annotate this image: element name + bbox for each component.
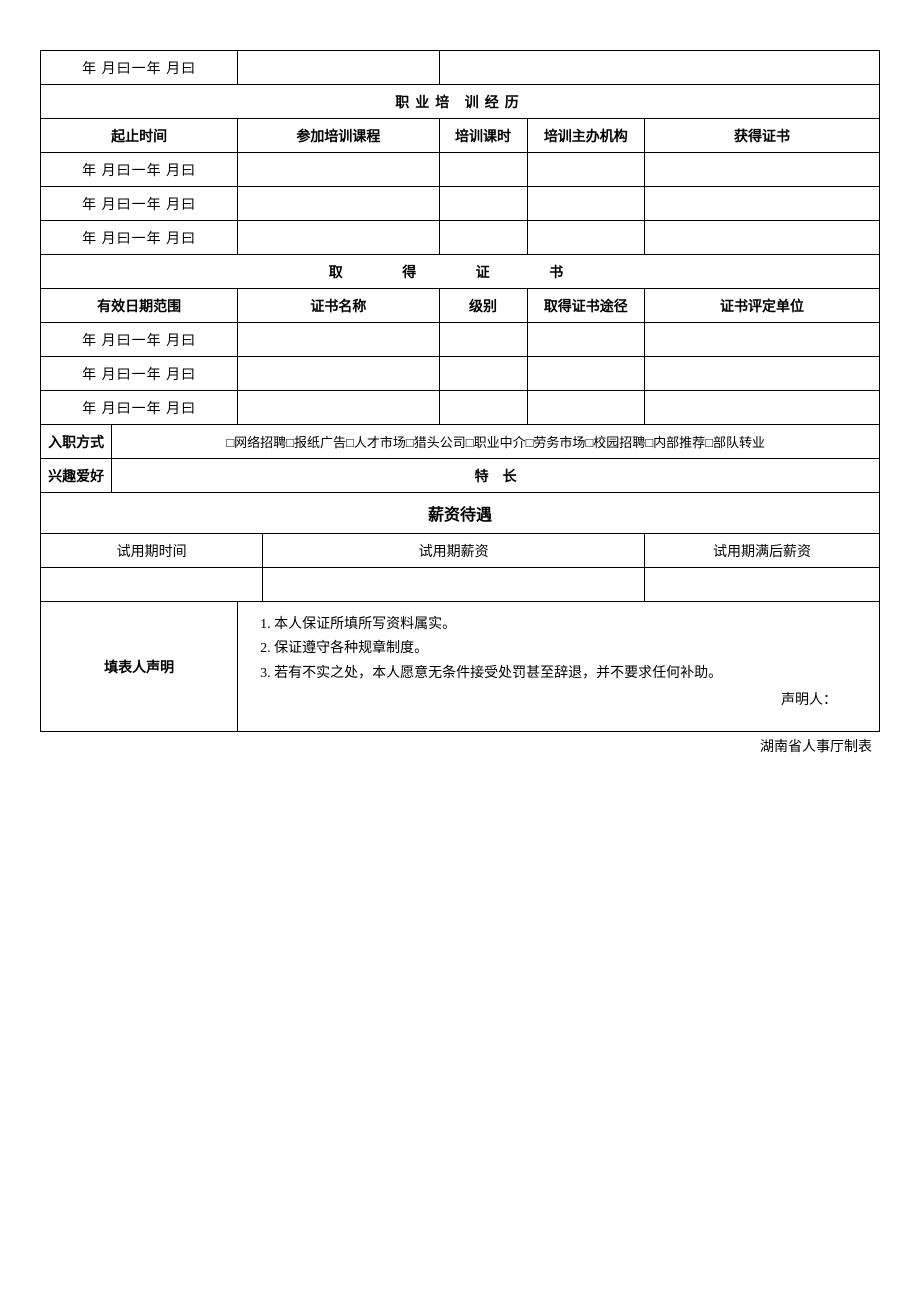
top-date-row: 年 月曰一年 月曰 xyxy=(41,51,880,85)
training-header-hours: 培训课时 xyxy=(439,119,527,153)
cert-level[interactable] xyxy=(439,357,527,391)
certificates-section-title: 取 得 证 书 xyxy=(41,255,880,289)
training-section-title: 职业培 训经历 xyxy=(41,85,880,119)
salary-after-salary[interactable] xyxy=(645,568,880,602)
training-date: 年 月曰一年 月曰 xyxy=(41,187,238,221)
training-row: 年 月曰一年 月曰 xyxy=(41,153,880,187)
cert-row: 年 月曰一年 月曰 xyxy=(41,391,880,425)
salary-probation-salary[interactable] xyxy=(263,568,645,602)
cert-route[interactable] xyxy=(527,323,644,357)
cert-assessor[interactable] xyxy=(645,391,880,425)
salary-header-after-salary: 试用期满后薪资 xyxy=(645,534,880,568)
declaration-label: 填表人声明 xyxy=(41,602,238,732)
training-cert[interactable] xyxy=(645,221,880,255)
cert-date: 年 月曰一年 月曰 xyxy=(41,323,238,357)
training-headers-row: 起止时间 参加培训课程 培训课时 培训主办机构 获得证书 xyxy=(41,119,880,153)
training-course[interactable] xyxy=(238,187,439,221)
cert-header-level: 级别 xyxy=(439,289,527,323)
hobby-center-label: 特 长 xyxy=(112,459,880,493)
top-empty-1 xyxy=(238,51,439,85)
training-hours[interactable] xyxy=(439,153,527,187)
cert-header-range: 有效日期范围 xyxy=(41,289,238,323)
cert-level[interactable] xyxy=(439,391,527,425)
entry-options[interactable]: □网络招聘□报纸广告□人才市场□猎头公司□职业中介□劳务市场□校园招聘□内部推荐… xyxy=(112,425,880,459)
training-cert[interactable] xyxy=(645,187,880,221)
salary-header-probation-salary: 试用期薪资 xyxy=(263,534,645,568)
salary-headers-row: 试用期时间 试用期薪资 试用期满后薪资 xyxy=(41,534,880,568)
form-table: 年 月曰一年 月曰 职业培 训经历 起止时间 参加培训课程 培训课时 培训主办机… xyxy=(40,50,880,732)
declaration-signer: 声明人： xyxy=(250,689,867,709)
salary-section-title: 薪资待遇 xyxy=(41,493,880,534)
training-row: 年 月曰一年 月曰 xyxy=(41,187,880,221)
cert-level[interactable] xyxy=(439,323,527,357)
entry-label: 入职方式 xyxy=(41,425,112,459)
top-date-cell: 年 月曰一年 月曰 xyxy=(41,51,238,85)
cert-assessor[interactable] xyxy=(645,357,880,391)
cert-route[interactable] xyxy=(527,391,644,425)
declaration-list: 本人保证所填所写资料属实。 保证遵守各种规章制度。 若有不实之处，本人愿意无条件… xyxy=(250,614,867,685)
training-section-header-row: 职业培 训经历 xyxy=(41,85,880,119)
training-header-cert: 获得证书 xyxy=(645,119,880,153)
training-hours[interactable] xyxy=(439,187,527,221)
training-hours[interactable] xyxy=(439,221,527,255)
cert-header-name: 证书名称 xyxy=(238,289,439,323)
cert-header-route: 取得证书途径 xyxy=(527,289,644,323)
declaration-row: 填表人声明 本人保证所填所写资料属实。 保证遵守各种规章制度。 若有不实之处，本… xyxy=(41,602,880,732)
cert-header-assessor: 证书评定单位 xyxy=(645,289,880,323)
training-course[interactable] xyxy=(238,221,439,255)
cert-date: 年 月曰一年 月曰 xyxy=(41,357,238,391)
training-header-course: 参加培训课程 xyxy=(238,119,439,153)
hobby-row: 兴趣爱好 特 长 xyxy=(41,459,880,493)
entry-row: 入职方式 □网络招聘□报纸广告□人才市场□猎头公司□职业中介□劳务市场□校园招聘… xyxy=(41,425,880,459)
salary-values-row xyxy=(41,568,880,602)
training-date: 年 月曰一年 月曰 xyxy=(41,153,238,187)
top-empty-2 xyxy=(439,51,880,85)
salary-section-header-row: 薪资待遇 xyxy=(41,493,880,534)
footer-note: 湖南省人事厅制表 xyxy=(40,732,880,760)
cert-date: 年 月曰一年 月曰 xyxy=(41,391,238,425)
training-row: 年 月曰一年 月曰 xyxy=(41,221,880,255)
salary-probation-time[interactable] xyxy=(41,568,263,602)
declaration-item: 若有不实之处，本人愿意无条件接受处罚甚至辞退，并不要求任何补助。 xyxy=(274,663,867,685)
training-org[interactable] xyxy=(527,221,644,255)
training-course[interactable] xyxy=(238,153,439,187)
cert-name[interactable] xyxy=(238,357,439,391)
declaration-item: 本人保证所填所写资料属实。 xyxy=(274,614,867,636)
hobby-label: 兴趣爱好 xyxy=(41,459,112,493)
training-header-org: 培训主办机构 xyxy=(527,119,644,153)
training-date: 年 月曰一年 月曰 xyxy=(41,221,238,255)
cert-name[interactable] xyxy=(238,391,439,425)
cert-assessor[interactable] xyxy=(645,323,880,357)
cert-row: 年 月曰一年 月曰 xyxy=(41,323,880,357)
declaration-content: 本人保证所填所写资料属实。 保证遵守各种规章制度。 若有不实之处，本人愿意无条件… xyxy=(238,602,880,732)
training-org[interactable] xyxy=(527,187,644,221)
cert-row: 年 月曰一年 月曰 xyxy=(41,357,880,391)
salary-header-probation-time: 试用期时间 xyxy=(41,534,263,568)
training-org[interactable] xyxy=(527,153,644,187)
training-header-time: 起止时间 xyxy=(41,119,238,153)
cert-name[interactable] xyxy=(238,323,439,357)
declaration-item: 保证遵守各种规章制度。 xyxy=(274,638,867,660)
training-cert[interactable] xyxy=(645,153,880,187)
cert-route[interactable] xyxy=(527,357,644,391)
certificates-headers-row: 有效日期范围 证书名称 级别 取得证书途径 证书评定单位 xyxy=(41,289,880,323)
certificates-section-header-row: 取 得 证 书 xyxy=(41,255,880,289)
